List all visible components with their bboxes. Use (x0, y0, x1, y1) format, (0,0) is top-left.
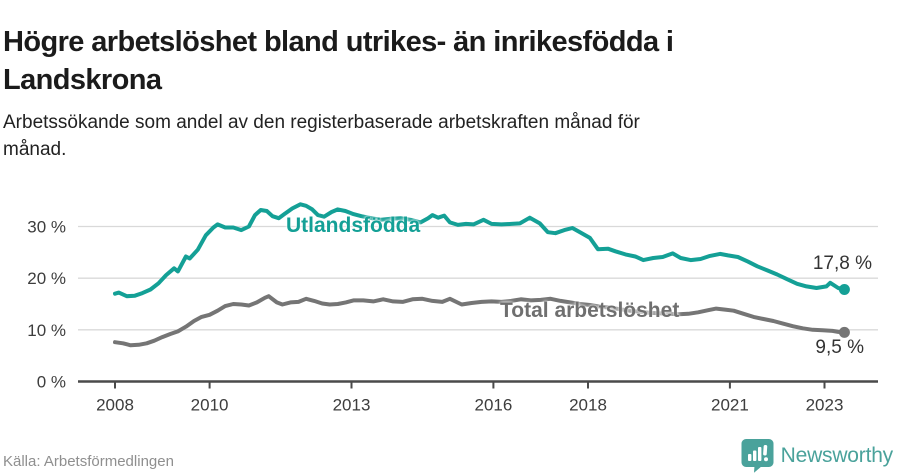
subtitle-line-1: Arbetssökande som andel av den registerb… (3, 112, 640, 133)
y-tick-label: 0 % (37, 373, 66, 392)
x-tick-label: 2023 (806, 396, 844, 415)
y-tick-label: 10 % (27, 321, 66, 340)
x-tick-label: 2013 (333, 396, 371, 415)
newsworthy-logo-text: Newsworthy (780, 443, 894, 467)
series-end-dot (838, 326, 850, 338)
series-label-total-arbetsloshet: Total arbetslöshet (500, 299, 680, 322)
x-tick-label: 2008 (96, 396, 134, 415)
title-line-1: Högre arbetslöshet bland utrikes- än inr… (3, 26, 674, 59)
series-label-utlandsfodda: Utlandsfödda (286, 214, 421, 237)
series-end-dot (838, 284, 850, 295)
newsworthy-logo[interactable]: Newsworthy (741, 438, 893, 473)
x-tick-label: 2018 (569, 396, 607, 415)
subtitle-line-2: månad. (3, 139, 67, 160)
x-tick-label: 2021 (711, 396, 749, 415)
x-tick-label: 2010 (191, 396, 229, 415)
end-value-utlandsfodda: 17,8 % (812, 253, 872, 274)
title-line-2: Landskrona (3, 64, 162, 97)
newsworthy-logo-icon (741, 438, 774, 473)
page-title: Högre arbetslöshet bland utrikes- än inr… (3, 23, 897, 99)
y-tick-label: 20 % (27, 269, 66, 288)
series-line-total-arbetsl-shet (113, 294, 847, 348)
x-tick-label: 2016 (474, 396, 512, 415)
chart-subtitle: Arbetssökande som andel av den registerb… (3, 109, 873, 163)
end-value-total: 9,5 % (815, 337, 864, 358)
series-line-utlandsf-dda (113, 202, 847, 299)
source-attribution: Källa: Arbetsförmedlingen (3, 453, 174, 470)
y-tick-label: 30 % (27, 217, 66, 236)
